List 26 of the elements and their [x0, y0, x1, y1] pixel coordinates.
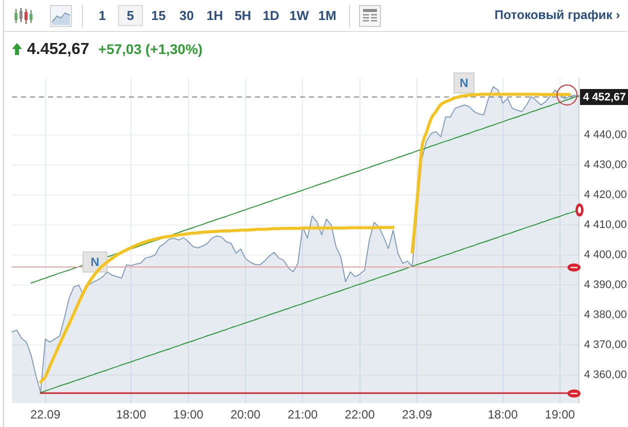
y-tick-label: 4 440,00 [584, 129, 627, 142]
y-tick-label: 4 420,00 [584, 189, 627, 202]
x-tick-label: 23.09 [402, 408, 432, 422]
ref-line-label: 4 452,67 [583, 92, 626, 104]
x-tick-label: 19:00 [544, 408, 576, 422]
x-tick-label: 19:00 [173, 408, 204, 422]
text: 1 5 15 30 1H 5H 1D 1W 1M [98, 8, 336, 23]
chart-title: 4.452,67 [27, 41, 90, 59]
text: Потоковый график › [494, 7, 620, 24]
y-tick-label: 4 430,00 [584, 159, 627, 172]
annotation: N [90, 254, 100, 269]
x-tick-label: 18:00 [488, 408, 518, 422]
x-tick-label: 20:00 [230, 408, 261, 422]
chart-subtitle: +57,03 (+1,30%) [98, 41, 203, 57]
x-tick-label: 21:00 [288, 408, 318, 422]
y-tick-label: 4 400,00 [584, 249, 627, 262]
y-tick-label: 4 360,00 [584, 369, 627, 382]
y-tick-label: 4 380,00 [584, 309, 627, 322]
x-tick-label: 22:00 [344, 408, 376, 422]
annotation: N [460, 76, 468, 90]
y-tick-label: 4 410,00 [584, 219, 627, 232]
y-tick-label: 4 370,00 [584, 339, 627, 352]
x-tick-label: 18:00 [116, 408, 146, 422]
y-tick-label: 4 390,00 [584, 279, 627, 292]
x-tick-label: 22.09 [30, 408, 61, 422]
line-series [39, 226, 395, 384]
